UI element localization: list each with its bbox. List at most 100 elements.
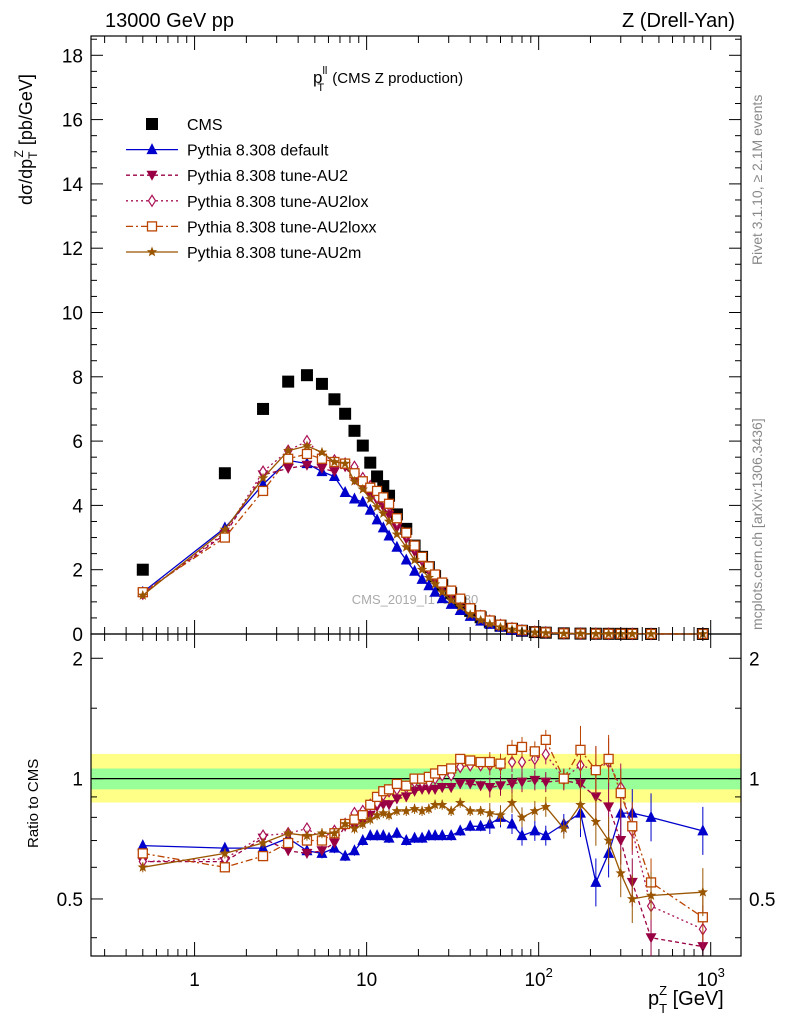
ratio-point-au2m <box>558 823 569 833</box>
ratio-y-axis-label: Ratio to CMS <box>25 759 42 848</box>
ratio-point-default <box>529 824 541 836</box>
ratio-point-au2 <box>436 783 448 794</box>
ratio-point-au2m <box>283 827 294 838</box>
ratio-point-au2 <box>540 777 552 788</box>
ratio-point-au2m <box>365 814 376 824</box>
ratio-point-au2loxx <box>465 755 476 766</box>
series-line-default <box>142 459 703 635</box>
mcplots-source-label: mcplots.cern.ch [arXiv:1306.3436] <box>749 418 765 630</box>
point-au2m <box>391 528 403 539</box>
point-au2m <box>495 621 506 632</box>
ratio-ytick-label: 2 <box>72 649 83 670</box>
legend-marker-au2m <box>146 246 158 257</box>
ratio-point-default <box>464 819 476 831</box>
ratio-point-default <box>219 841 231 853</box>
point-default <box>383 529 395 541</box>
point-au2m <box>455 601 466 612</box>
legend-item-cms: CMS <box>146 117 223 134</box>
ratio-point-au2loxx <box>495 758 506 769</box>
ratio-point-au2loxx <box>615 787 626 799</box>
xtick-label: 1 <box>189 970 200 991</box>
ratio-point-default <box>475 819 487 831</box>
point-au2loxx <box>383 498 395 509</box>
point-au2 <box>301 460 313 471</box>
point-au2m <box>339 458 351 469</box>
xlabel-sup: Z <box>659 983 667 998</box>
point-cms <box>218 467 231 480</box>
ratio-point-au2loxx <box>529 746 540 757</box>
point-au2loxx <box>219 532 231 543</box>
point-au2 <box>316 463 328 474</box>
x-axis-label: pZ T [GeV] <box>648 983 724 1016</box>
ratio-point-au2 <box>301 848 313 859</box>
ratio-point-au2 <box>383 800 395 811</box>
plot-title-sup: ll <box>322 65 327 77</box>
ratio-point-au2m <box>495 809 506 820</box>
header-right: Z (Drell-Yan) <box>622 10 735 32</box>
ratio-point-default <box>348 844 360 856</box>
ratio-point-au2 <box>282 846 294 857</box>
ratio-point-au2m <box>484 807 495 818</box>
point-au2loxx <box>416 551 428 562</box>
point-au2loxx <box>301 448 313 460</box>
ratio-point-au2 <box>603 802 615 813</box>
ratio-point-au2loxx <box>475 756 486 768</box>
plot-title-rest: (CMS Z production) <box>328 70 463 87</box>
point-cms <box>364 456 377 469</box>
ratio-point-default <box>383 831 395 843</box>
point-au2loxx <box>283 453 294 464</box>
point-au2loxx <box>316 453 328 464</box>
point-au2m <box>627 628 638 639</box>
ratio-point-default <box>429 829 441 841</box>
point-au2m <box>219 524 231 534</box>
main-ytick-label: 12 <box>62 239 83 260</box>
main-ytick-label: 6 <box>72 432 83 453</box>
ratio-point-au2m <box>529 805 541 816</box>
point-au2loxx <box>257 485 269 497</box>
point-au2 <box>282 463 294 474</box>
legend-marker-default <box>146 143 158 155</box>
point-default <box>429 585 441 597</box>
ratio-point-default <box>697 824 709 836</box>
point-default <box>339 486 351 498</box>
ratio-ytick-label-right: 0.5 <box>749 890 775 911</box>
ratio-point-au2m <box>301 830 313 841</box>
ratio-point-au2loxx <box>516 741 528 753</box>
ratio-point-au2 <box>400 792 412 803</box>
series-line-au2loxx <box>142 453 703 635</box>
ratio-point-au2loxx <box>446 763 457 774</box>
point-cms <box>282 375 295 388</box>
ratio-point-au2m <box>409 803 420 814</box>
point-au2m <box>378 507 389 518</box>
legend-marker-au2loxx <box>146 221 158 232</box>
legend-item-au2: Pythia 8.308 tune-AU2 <box>126 168 348 185</box>
ratio-point-au2loxx <box>391 778 403 790</box>
ratio-point-au2m <box>401 805 412 816</box>
ratio-point-au2loxx <box>371 791 383 803</box>
point-cms <box>257 402 270 415</box>
point-au2m <box>301 440 313 451</box>
ratio-point-default <box>445 829 457 841</box>
xtick-label-exp: 2 <box>546 965 553 980</box>
point-default <box>364 503 376 515</box>
rivet-version-label: Rivet 3.1.10, ≥ 2.1M events <box>749 95 765 265</box>
legend-item-au2loxx: Pythia 8.308 tune-AU2loxx <box>126 219 376 236</box>
ratio-ytick-label: 0.5 <box>57 890 83 911</box>
point-au2loxx <box>401 527 412 538</box>
ratio-point-au2lox <box>541 747 550 761</box>
ratio-point-au2m <box>357 818 368 829</box>
legend-label-default: Pythia 8.308 default <box>187 143 329 160</box>
point-au2m <box>540 627 551 638</box>
ratio-point-au2m <box>445 805 457 816</box>
legend-marker-au2lox <box>147 194 157 208</box>
point-au2m <box>409 554 420 565</box>
ratio-point-au2m <box>540 801 551 812</box>
point-au2m <box>383 516 395 526</box>
ratio-point-au2loxx <box>349 814 360 825</box>
ylabel-sup: Z <box>12 150 26 157</box>
point-cms <box>136 563 149 576</box>
ratio-point-au2m <box>316 827 328 838</box>
ratio-point-au2loxx <box>257 850 269 862</box>
point-cms <box>356 439 369 452</box>
